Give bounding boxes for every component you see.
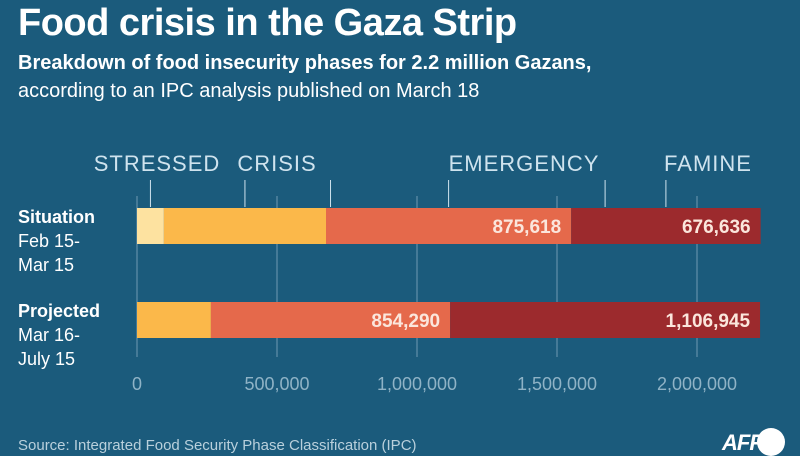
legend-label-emergency: EMERGENCY (449, 151, 600, 176)
bar-labels: 875,618 676,636 854,290 1,106,945 (371, 217, 750, 332)
phase-legend: STRESSED CRISIS EMERGENCY FAMINE (94, 151, 752, 207)
bar-segment-stressed (137, 208, 164, 244)
bar-segment-famine (571, 208, 761, 244)
x-tick-label: 1,500,000 (517, 374, 597, 394)
category-sublabel: Mar 15 (18, 255, 74, 275)
afp-logo-circle-icon (757, 428, 785, 456)
category-sublabel: July 15 (18, 349, 75, 369)
bar-value-label: 875,618 (492, 217, 561, 238)
legend-label-famine: FAMINE (664, 151, 752, 176)
x-tick-label: 0 (132, 374, 142, 394)
category-sublabel: Feb 15- (18, 231, 80, 251)
bar-segment-emergency (326, 208, 572, 244)
bar-segment-emergency (210, 302, 451, 338)
chart-subtitle-secondary: according to an IPC analysis published o… (18, 80, 480, 102)
x-tick-label: 1,000,000 (377, 374, 457, 394)
chart-title: Food crisis in the Gaza Strip (18, 2, 517, 44)
bars (137, 208, 761, 338)
bar-value-label: 676,636 (682, 217, 751, 238)
category-label: Projected (18, 301, 100, 321)
legend-label-crisis: CRISIS (237, 151, 316, 176)
chart-subtitle: Breakdown of food insecurity phases for … (18, 52, 592, 74)
category-sublabel: Mar 16- (18, 325, 80, 345)
x-axis-ticks: 0 500,000 1,000,000 1,500,000 2,000,000 (132, 374, 737, 394)
x-tick-label: 500,000 (244, 374, 309, 394)
source-note: Source: Integrated Food Security Phase C… (18, 437, 417, 454)
category-label: Situation (18, 207, 95, 227)
bar-segment-famine (450, 302, 761, 338)
bar-segment-crisis (137, 302, 211, 338)
category-labels: Situation Feb 15- Mar 15 Projected Mar 16- Ju… (18, 207, 100, 369)
bar-value-label: 1,106,945 (666, 311, 751, 332)
x-tick-label: 2,000,000 (657, 374, 737, 394)
bar-segment-crisis (163, 208, 326, 244)
bar-value-label: 854,290 (371, 311, 440, 332)
legend-label-stressed: STRESSED (94, 151, 221, 176)
